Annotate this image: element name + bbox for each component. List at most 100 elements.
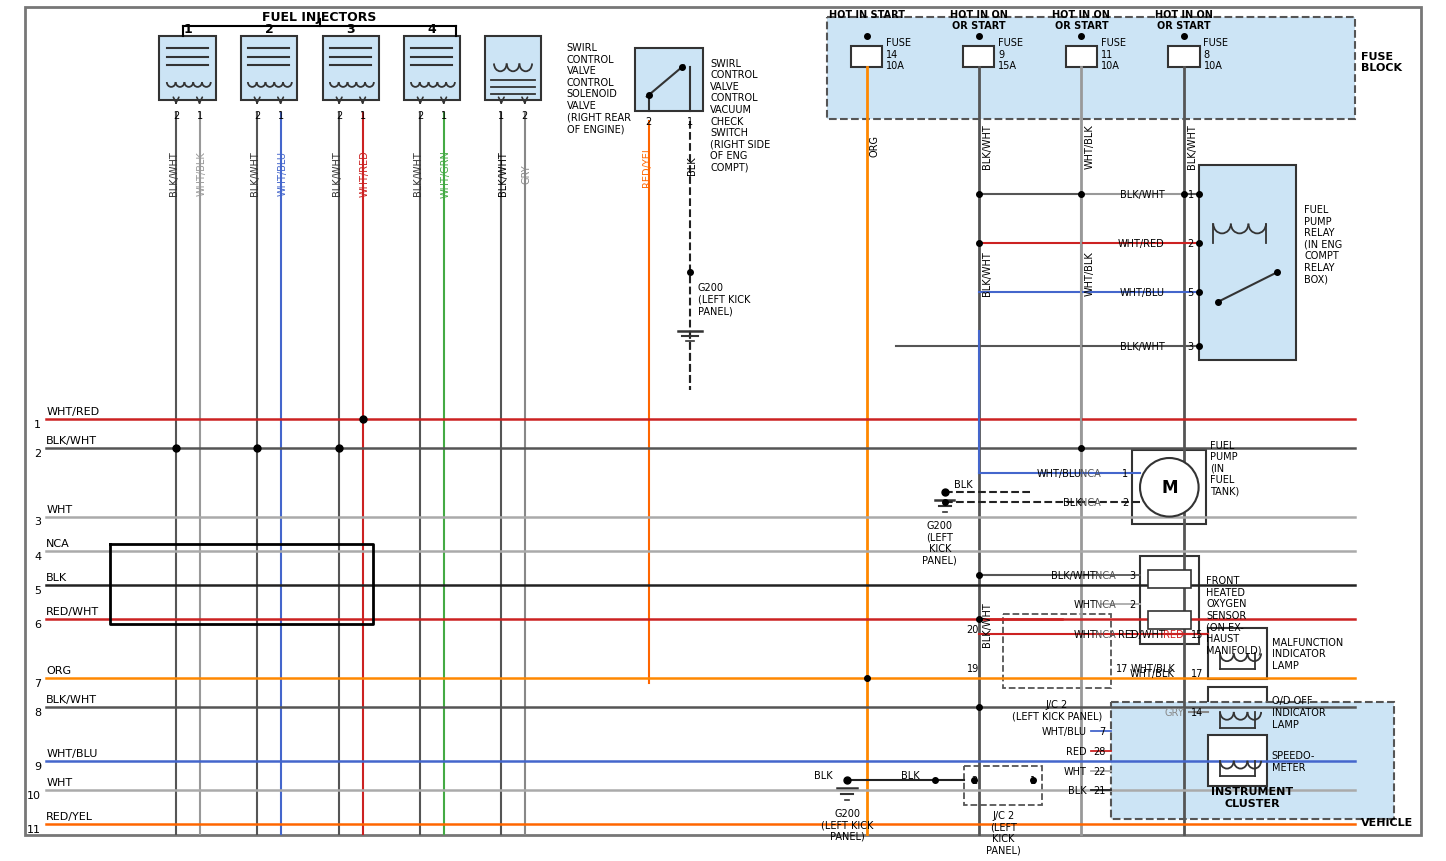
Text: ORG: ORG <box>869 135 879 158</box>
Text: BLK/WHT: BLK/WHT <box>169 152 179 196</box>
Text: 7: 7 <box>35 678 42 688</box>
Text: WHT/GRN: WHT/GRN <box>441 150 451 197</box>
Text: 3: 3 <box>1129 571 1135 580</box>
Text: NCA: NCA <box>1080 468 1100 478</box>
Text: 2: 2 <box>35 449 42 459</box>
Text: BLK/WHT: BLK/WHT <box>1119 341 1164 351</box>
Text: FUSE
BLOCK: FUSE BLOCK <box>1361 52 1401 73</box>
Bar <box>1199 166 1296 361</box>
Text: NCA: NCA <box>1080 498 1100 507</box>
Text: FUEL INJECTORS: FUEL INJECTORS <box>263 11 377 24</box>
Text: 1: 1 <box>687 117 693 127</box>
Text: WHT/BLU: WHT/BLU <box>1041 727 1086 737</box>
Text: 2: 2 <box>174 111 179 121</box>
Text: 17: 17 <box>1192 668 1203 678</box>
Bar <box>827 17 1355 120</box>
Text: 4: 4 <box>428 22 437 36</box>
Text: 15: 15 <box>1192 629 1203 639</box>
Bar <box>322 37 379 101</box>
Text: FUEL
PUMP
(IN
FUEL
TANK): FUEL PUMP (IN FUEL TANK) <box>1210 440 1239 497</box>
Text: WHT: WHT <box>46 777 72 787</box>
Text: 2: 2 <box>1187 238 1194 249</box>
Text: RED: RED <box>1066 746 1086 756</box>
Text: FUSE
11
10A: FUSE 11 10A <box>1100 38 1126 71</box>
Text: 5: 5 <box>1187 288 1194 298</box>
Text: 1: 1 <box>499 111 505 121</box>
Text: G200
(LEFT
KICK
PANEL): G200 (LEFT KICK PANEL) <box>923 520 957 565</box>
Circle shape <box>1139 458 1199 517</box>
Text: 20: 20 <box>966 624 979 635</box>
Text: 9: 9 <box>35 761 42 771</box>
Text: RED/YEL: RED/YEL <box>642 146 652 187</box>
Text: BLK/WHT: BLK/WHT <box>499 152 508 196</box>
Text: INSTRUMENT
CLUSTER: INSTRUMENT CLUSTER <box>1212 786 1293 808</box>
Text: 1: 1 <box>1187 190 1194 200</box>
Text: HOT IN START: HOT IN START <box>829 9 905 20</box>
Text: 1: 1 <box>35 419 42 430</box>
Bar <box>1111 703 1394 820</box>
Text: 4: 4 <box>35 551 42 561</box>
Text: WHT/RED: WHT/RED <box>46 406 100 417</box>
Text: BLK: BLK <box>814 771 833 781</box>
Text: 2: 2 <box>1129 600 1135 610</box>
Bar <box>1209 687 1267 738</box>
Bar <box>1148 611 1192 629</box>
Text: RED/YEL: RED/YEL <box>46 811 93 821</box>
Text: BLK: BLK <box>46 573 68 583</box>
Bar <box>1066 46 1098 68</box>
Text: BLK/WHT: BLK/WHT <box>1119 190 1164 200</box>
Text: FRONT
HEATED
OXYGEN
SENSOR
(ON EX-
HAUST
MANIFOLD): FRONT HEATED OXYGEN SENSOR (ON EX- HAUST… <box>1206 575 1262 655</box>
Text: WHT/BLK: WHT/BLK <box>1084 251 1095 295</box>
Text: 11: 11 <box>27 824 42 834</box>
Text: 17: 17 <box>1116 663 1128 673</box>
Text: MALFUNCTION
INDICATOR
LAMP: MALFUNCTION INDICATOR LAMP <box>1272 637 1343 670</box>
Text: 3: 3 <box>1187 341 1194 351</box>
Text: WHT/RED: WHT/RED <box>1118 238 1164 249</box>
Text: HOT IN ON
OR START: HOT IN ON OR START <box>1053 9 1111 31</box>
Bar <box>240 37 298 101</box>
Text: WHT/BLU: WHT/BLU <box>278 152 288 196</box>
Text: 22: 22 <box>1093 765 1106 776</box>
Text: 19: 19 <box>966 663 979 673</box>
Text: 1: 1 <box>197 111 202 121</box>
Text: NCA: NCA <box>1095 571 1116 580</box>
Text: SPEEDO-
METER: SPEEDO- METER <box>1272 750 1316 771</box>
Text: WHT/BLK: WHT/BLK <box>197 152 207 196</box>
Bar <box>1132 450 1206 525</box>
Text: SWIRL
CONTROL
VALVE
CONTROL
SOLENOID
VALVE
(RIGHT REAR
OF ENGINE): SWIRL CONTROL VALVE CONTROL SOLENOID VAL… <box>567 43 630 134</box>
Text: 3: 3 <box>347 22 356 36</box>
Text: WHT: WHT <box>1063 765 1086 776</box>
Bar <box>964 765 1043 805</box>
Text: SWIRL
CONTROL
VALVE
CONTROL
VACUUM
CHECK
SWITCH
(RIGHT SIDE
OF ENG
COMPT): SWIRL CONTROL VALVE CONTROL VACUUM CHECK… <box>710 59 771 173</box>
Text: BLK: BLK <box>1063 498 1082 507</box>
Text: BLK/WHT: BLK/WHT <box>982 124 992 169</box>
Text: 1: 1 <box>360 111 366 121</box>
Text: NCA: NCA <box>46 538 69 548</box>
Text: 2: 2 <box>646 117 652 127</box>
Text: WHT/BLU: WHT/BLU <box>46 748 97 758</box>
Text: 28: 28 <box>1093 746 1106 756</box>
Bar <box>1004 615 1111 688</box>
Text: 2: 2 <box>265 22 273 36</box>
Text: 3: 3 <box>35 517 42 527</box>
Text: 1: 1 <box>278 111 283 121</box>
Text: BLK/WHT: BLK/WHT <box>982 251 992 295</box>
Text: 21: 21 <box>1093 785 1106 795</box>
Text: 2: 2 <box>970 776 977 785</box>
Bar <box>403 37 460 101</box>
Bar <box>963 46 995 68</box>
Bar <box>1209 629 1267 679</box>
Text: NCA: NCA <box>1095 629 1116 639</box>
Text: 14: 14 <box>1192 707 1203 717</box>
Text: RED/WHT: RED/WHT <box>1118 629 1164 639</box>
Text: WHT/BLK: WHT/BLK <box>1129 668 1174 678</box>
Text: BLK/WHT: BLK/WHT <box>46 436 97 446</box>
Text: BLK: BLK <box>954 480 973 490</box>
Text: RED/WHT: RED/WHT <box>46 607 100 616</box>
Text: WHT: WHT <box>1073 629 1096 639</box>
Text: 5: 5 <box>35 585 42 595</box>
Text: FUSE
14
10A: FUSE 14 10A <box>886 38 911 71</box>
Bar <box>635 49 703 112</box>
Text: 6: 6 <box>35 619 42 629</box>
Text: 2: 2 <box>416 111 424 121</box>
